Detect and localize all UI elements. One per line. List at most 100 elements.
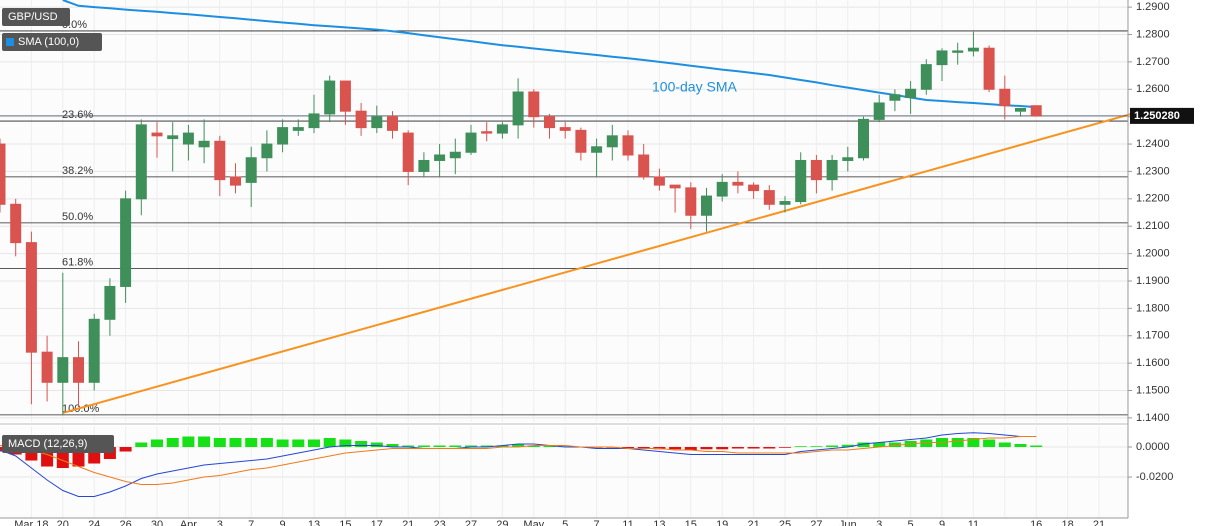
macd-histogram-bar <box>1014 444 1027 448</box>
macd-histogram-bar <box>794 446 807 448</box>
candle-body <box>151 132 163 137</box>
candle-body <box>355 110 367 129</box>
candle-body <box>88 318 100 383</box>
y-tick-label: 1.2200 <box>1136 193 1170 205</box>
y-tick-label: 0.0000 <box>1136 441 1170 453</box>
y-tick-label: 1.1800 <box>1136 302 1170 314</box>
candle-body <box>0 143 6 205</box>
x-tick-label: 3 <box>217 519 223 526</box>
y-tick-label: -0.0200 <box>1136 471 1173 483</box>
candle-body <box>952 50 964 53</box>
macd-histogram-bar <box>857 442 870 448</box>
x-tick-label: 20 <box>57 519 69 526</box>
y-tick-label: 1.2800 <box>1136 28 1170 40</box>
sma-line <box>62 0 1037 109</box>
symbol: GBP/USD <box>8 11 58 23</box>
macd-legend: MACD (12,26,9) <box>8 438 87 450</box>
x-tick-label: Jun <box>839 519 857 526</box>
macd-histogram-bar <box>967 438 980 448</box>
candle-body <box>795 159 807 203</box>
fib-label: 23.6% <box>62 109 93 121</box>
trendline <box>62 113 1131 414</box>
x-tick-label: Apr <box>180 519 197 526</box>
candle-body <box>528 91 540 118</box>
signal-line <box>0 436 1037 485</box>
macd-histogram-bar <box>465 445 477 448</box>
candle-body <box>732 181 744 186</box>
candle-body <box>826 159 838 181</box>
candle-body <box>512 91 524 126</box>
sma-annotation: 100-day SMA <box>652 79 737 95</box>
candle-body <box>402 132 414 172</box>
candle-body <box>606 135 618 148</box>
candle-body <box>324 80 336 115</box>
candle-body <box>230 176 241 186</box>
candle-body <box>873 102 885 120</box>
candle-body <box>999 88 1011 107</box>
candle-body <box>214 140 226 181</box>
candle-body <box>716 181 728 197</box>
x-tick-label: 23 <box>433 519 445 526</box>
macd-histogram-bar <box>716 447 729 450</box>
macd-histogram-bar <box>983 439 996 448</box>
macd-histogram-bar <box>323 438 336 448</box>
y-tick-label: 1.1500 <box>1136 384 1170 396</box>
macd-histogram-bar <box>151 439 163 448</box>
symbol-box <box>2 8 70 26</box>
candle-body <box>763 190 775 205</box>
last-price-tag <box>1130 107 1194 124</box>
candle-body <box>936 50 948 66</box>
x-tick-label: 29 <box>496 519 508 526</box>
x-tick-label: 3 <box>876 519 882 526</box>
macd-histogram-bar <box>527 445 540 448</box>
macd-histogram-bar <box>637 447 650 449</box>
macd-histogram-bar <box>763 447 776 449</box>
candle-body <box>1030 105 1042 117</box>
macd-histogram-bar <box>433 445 446 448</box>
macd-histogram-bar <box>826 445 839 448</box>
candle-body <box>622 135 634 156</box>
x-tick-label: 5 <box>562 519 568 526</box>
y-tick-label: 1.1900 <box>1136 275 1170 287</box>
macd-histogram-bar <box>339 439 352 448</box>
y-tick-label: 1.2700 <box>1136 56 1170 68</box>
candle-body <box>575 129 587 153</box>
fib-label: 38.2% <box>62 165 93 177</box>
candle-body <box>983 47 995 90</box>
macd-histogram-bar <box>245 438 258 448</box>
x-tick-label: 5 <box>908 519 914 526</box>
macd-histogram-bar <box>810 446 823 448</box>
candle-body <box>182 132 194 145</box>
x-tick-label: 27 <box>810 519 822 526</box>
x-tick-label: 30 <box>151 519 163 526</box>
candle-body <box>920 64 932 90</box>
macd-histogram-bar <box>841 444 854 448</box>
sma-legend: SMA (100,0) <box>18 36 79 48</box>
candle-body <box>25 242 37 353</box>
macd-histogram-bar <box>260 438 273 448</box>
x-tick-label: 9 <box>280 519 286 526</box>
macd-histogram-bar <box>229 438 242 448</box>
macd-histogram-bar <box>213 438 226 448</box>
x-tick-label: Mar 18 <box>14 519 48 526</box>
candle-body <box>653 176 665 186</box>
candle-body <box>41 351 53 383</box>
macd-histogram-bar <box>543 445 556 448</box>
x-tick-label: 26 <box>119 519 131 526</box>
x-tick-label: 21 <box>747 519 759 526</box>
macd-histogram-bar <box>276 439 289 448</box>
candle-body <box>748 184 760 192</box>
x-tick-label: 15 <box>339 519 351 526</box>
y-tick-label: 1.2100 <box>1136 220 1170 232</box>
macd-histogram-bar <box>182 436 195 448</box>
candle-body <box>967 47 979 52</box>
macd-histogram-bar <box>873 442 886 448</box>
candle-body <box>638 154 650 178</box>
candle-body <box>277 127 289 145</box>
candle-body <box>481 131 493 134</box>
x-tick-label: 18 <box>1061 519 1073 526</box>
y-tick-label: 1.1400 <box>1136 412 1170 424</box>
plot: 0.0%23.6%38.2%50.0%61.8%100.0% <box>0 0 1131 497</box>
y-tick-label: 1.2300 <box>1136 165 1170 177</box>
